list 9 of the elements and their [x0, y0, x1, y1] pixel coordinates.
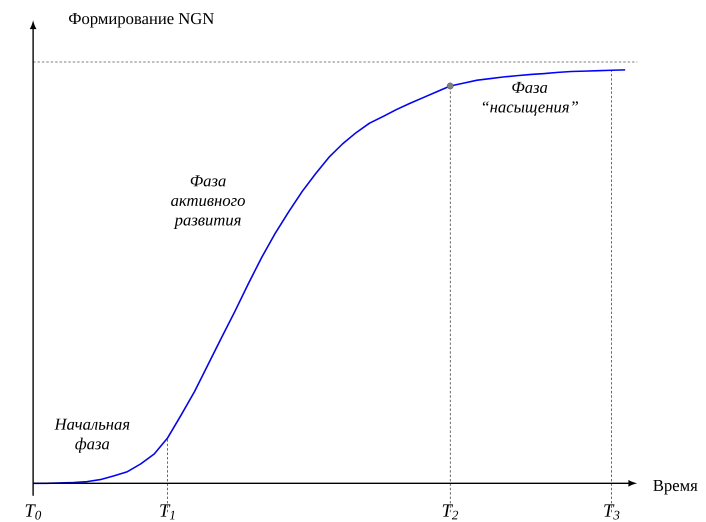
x-tick-label: T$_{3}$	[604, 504, 620, 520]
x-tick-label: T$_{1}$	[160, 504, 174, 520]
annotation: Фаза активного развития	[171, 176, 245, 230]
annotation: Фаза “насыщения”	[482, 82, 578, 116]
annotation: Начальная фаза	[54, 418, 130, 453]
x-axis-title: Время	[653, 480, 698, 495]
y-axis-title: Формирование NGN	[69, 13, 214, 28]
x-tick-label: T$_{0}$	[26, 504, 42, 520]
x-tick-label: T$_{2}$	[442, 504, 458, 520]
